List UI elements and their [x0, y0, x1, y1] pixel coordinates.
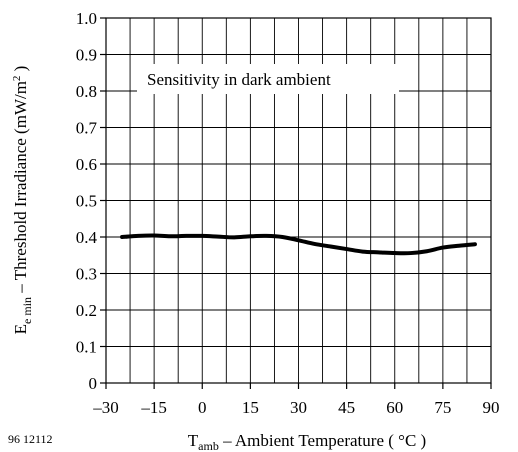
x-tick-labels: –30 –15 0 15 30 45 60 75 90	[92, 398, 499, 417]
x-tick-label: –30	[92, 398, 119, 417]
y-tick-label: 0.6	[76, 155, 97, 174]
y-tick-label: 0.4	[76, 228, 98, 247]
y-tick-label: 0.8	[76, 82, 97, 101]
y-tick-label: 0.3	[76, 265, 97, 284]
y-tick-label: 0.5	[76, 192, 97, 211]
x-axis-label-symbol: T	[188, 431, 199, 450]
y-tick-label: 1.0	[76, 9, 97, 28]
y-axis-label-superscript: 2	[11, 76, 23, 82]
x-axis-label-subscript: amb	[198, 439, 219, 452]
y-tick-labels: 0 0.1 0.2 0.3 0.4 0.5 0.6 0.7 0.8 0.9 1.0	[76, 9, 98, 393]
y-tick-label: 0.2	[76, 301, 97, 320]
x-tick-label: 45	[338, 398, 355, 417]
x-axis-label-text: – Ambient Temperature ( °C )	[219, 431, 426, 450]
y-axis-label-suffix: )	[11, 66, 30, 76]
y-axis-label: Ee min – Threshold Irradiance (mW/m2 )	[11, 66, 34, 335]
chart-annotation: Sensitivity in dark ambient	[147, 70, 331, 89]
y-axis-label-subscript: e min	[20, 297, 34, 324]
figure-id: 96 12112	[8, 432, 53, 446]
series-layer	[120, 233, 477, 256]
x-tick-label: 15	[242, 398, 259, 417]
axis-ticks	[100, 17, 492, 389]
annotation-background	[137, 64, 399, 94]
x-axis-label: Tamb – Ambient Temperature ( °C )	[188, 431, 426, 452]
y-axis-label-text: – Threshold Irradiance (mW/m	[11, 81, 30, 297]
series-line	[120, 233, 477, 256]
x-tick-label: 0	[198, 398, 207, 417]
y-tick-label: 0.1	[76, 338, 97, 357]
x-tick-label: 30	[290, 398, 307, 417]
x-tick-label: 60	[386, 398, 403, 417]
y-axis-label-symbol: E	[11, 324, 30, 334]
x-tick-label: 75	[434, 398, 451, 417]
y-tick-label: 0.9	[76, 46, 97, 65]
y-tick-label: 0	[89, 374, 98, 393]
y-tick-label: 0.7	[76, 119, 98, 138]
x-tick-label: –15	[140, 398, 167, 417]
x-tick-label: 90	[483, 398, 500, 417]
